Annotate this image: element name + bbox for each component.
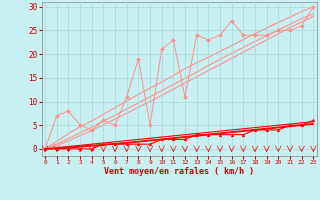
X-axis label: Vent moyen/en rafales ( km/h ): Vent moyen/en rafales ( km/h )	[104, 167, 254, 176]
